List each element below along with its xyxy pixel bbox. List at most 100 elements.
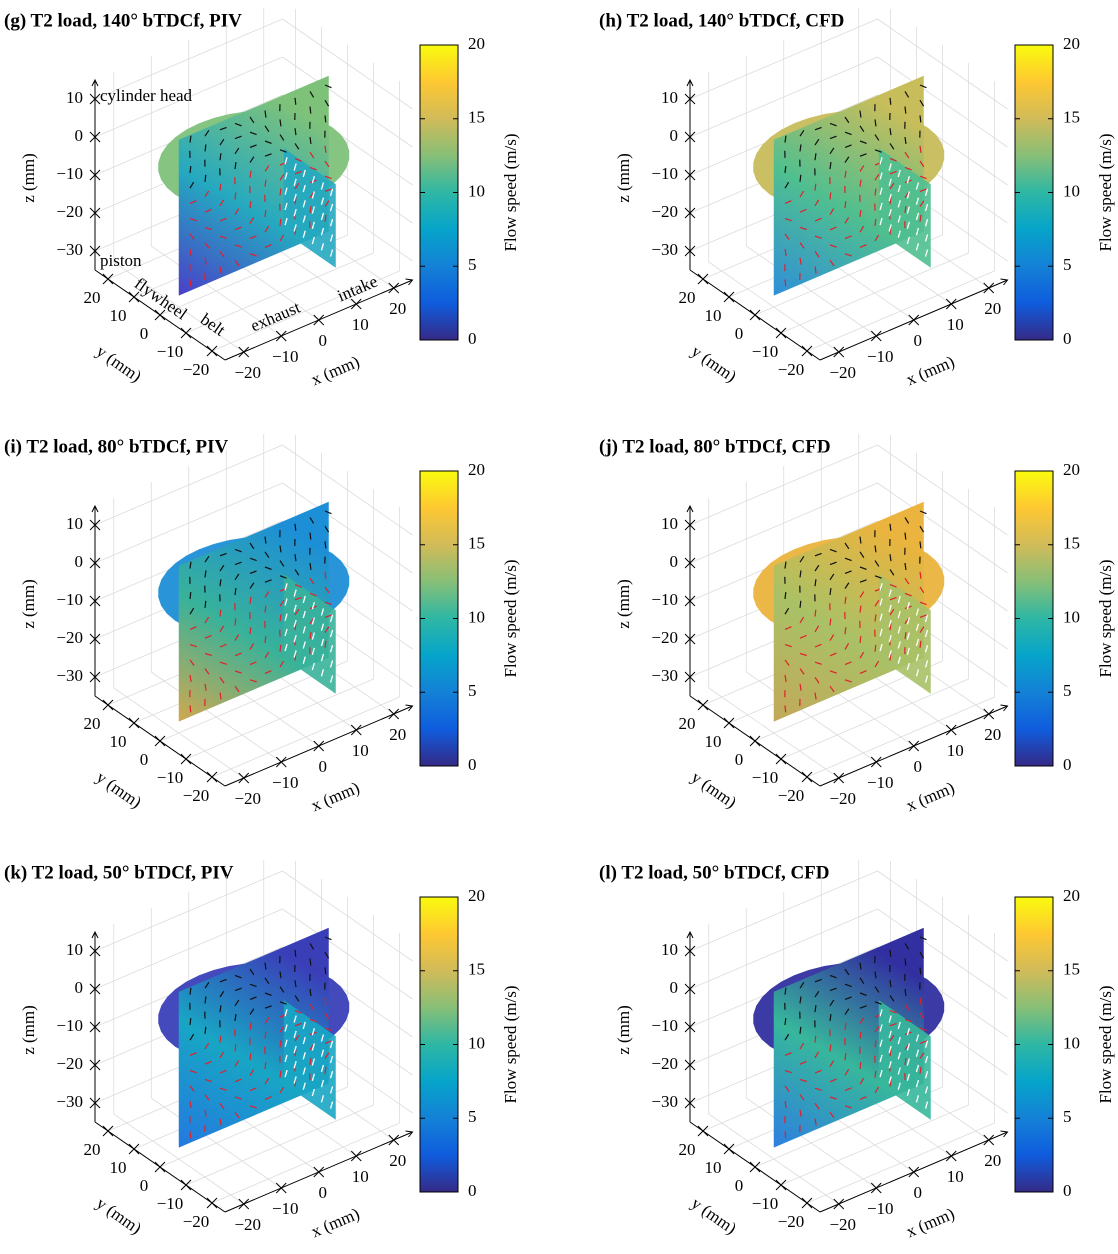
grid-line	[211, 696, 400, 778]
colorbar-tick-label: 0	[1063, 329, 1072, 348]
colorbar	[1014, 44, 1054, 341]
flow-arrow	[799, 616, 805, 624]
flow-arrow	[889, 596, 897, 601]
flow-arrow	[897, 200, 901, 208]
z-tick	[89, 131, 101, 143]
z-axis-label: z (mm)	[614, 579, 633, 629]
flow-arrow	[897, 230, 901, 238]
flow-arrow	[204, 996, 207, 1004]
flow-arrow	[264, 125, 270, 132]
flow-arrow	[249, 996, 257, 1000]
flow-arrow	[204, 634, 212, 639]
y-tick-label: −20	[778, 786, 805, 805]
annotation: cylinder head	[100, 86, 193, 105]
flow-arrow	[264, 244, 272, 248]
y-tick	[697, 699, 709, 711]
flow-arrow	[904, 91, 910, 98]
x-axis-label: x (mm)	[903, 352, 957, 389]
y-tick-label: −10	[157, 342, 184, 361]
flow-arrow	[189, 218, 197, 222]
flow-arrow	[924, 675, 929, 683]
grid-line	[780, 678, 969, 760]
flow-arrow	[311, 1028, 315, 1036]
flow-arrow	[784, 674, 787, 683]
flow-arrow	[302, 595, 306, 604]
flow-arrow	[249, 235, 257, 240]
flow-arrow	[293, 619, 297, 628]
flow-arrow	[329, 1040, 334, 1048]
panel-title: (j) T2 load, 80° bTDCf, CFD	[599, 436, 831, 457]
flow-arrow	[219, 552, 227, 557]
flow-arrow	[309, 1003, 315, 1011]
flow-arrow	[324, 1040, 332, 1044]
flow-arrow	[234, 161, 237, 170]
flow-arrow	[219, 1087, 227, 1091]
flow-arrow	[309, 617, 315, 625]
flow-arrow	[324, 951, 330, 959]
y-tick-label: −10	[157, 768, 184, 787]
flow-arrow	[879, 157, 883, 165]
flow-arrow	[284, 1024, 288, 1032]
z-tick	[684, 1097, 696, 1109]
flow-arrow	[844, 201, 847, 209]
flow-arrow	[320, 1079, 325, 1088]
flow-arrow	[915, 1034, 920, 1042]
flow-arrow	[294, 1010, 302, 1014]
grid-line	[282, 908, 413, 1000]
y-tick-label: 0	[735, 1176, 744, 1195]
z-tick	[684, 519, 696, 531]
grid-line	[806, 696, 995, 778]
flow-arrow	[219, 677, 225, 684]
y-tick-label: 10	[705, 732, 722, 751]
flow-arrow	[189, 1100, 192, 1109]
z-tick-label: −10	[651, 1016, 678, 1035]
flow-arrow	[799, 600, 802, 608]
flow-arrow	[906, 617, 910, 625]
grid-line	[689, 482, 878, 564]
flow-arrow	[879, 202, 883, 211]
x-tick-label: 0	[319, 757, 328, 776]
flow-arrow	[189, 644, 197, 648]
flow-arrow	[859, 1005, 867, 1009]
flow-arrow	[311, 1058, 315, 1066]
flow-arrow	[889, 1022, 897, 1027]
flow-arrow	[249, 116, 255, 124]
flow-arrow	[915, 669, 920, 677]
flow-arrow	[879, 1069, 883, 1078]
flow-arrow	[889, 197, 892, 205]
flow-arrow	[309, 205, 312, 214]
z-tick-label: −20	[56, 202, 83, 221]
flow-arrow	[784, 987, 787, 995]
flow-arrow	[219, 1103, 225, 1110]
flow-arrow	[897, 215, 901, 223]
flow-arrow	[219, 579, 222, 587]
flow-arrow	[279, 1001, 287, 1005]
grid-line	[689, 56, 878, 138]
flow-arrow	[784, 607, 790, 615]
flow-arrow	[924, 645, 929, 653]
flow-arrow	[874, 986, 880, 993]
y-axis-label: y (mm)	[688, 767, 740, 812]
flow-arrow	[844, 679, 852, 683]
flow-arrow	[264, 140, 272, 144]
y-tick-label: −10	[157, 1194, 184, 1213]
colorbar-tick-label: 20	[1063, 886, 1080, 905]
flow-arrow	[204, 190, 210, 198]
flow-arrow	[234, 685, 240, 693]
z-tick-label: −30	[56, 1092, 83, 1111]
flow-arrow	[249, 1053, 252, 1061]
flow-arrow	[897, 169, 901, 178]
flow-arrow	[264, 1061, 267, 1070]
flow-arrow	[293, 1061, 297, 1069]
flow-arrow	[324, 626, 330, 633]
flow-arrow	[189, 705, 192, 713]
y-tick-label: 10	[110, 306, 127, 325]
flow-arrow	[859, 125, 865, 132]
flow-arrow	[799, 668, 805, 675]
y-tick-label: 20	[679, 714, 696, 733]
flow-arrow	[189, 135, 192, 143]
flow-arrow	[204, 683, 207, 691]
flow-arrow	[294, 523, 297, 531]
flow-arrow	[324, 640, 327, 648]
flow-arrow	[844, 1053, 847, 1061]
